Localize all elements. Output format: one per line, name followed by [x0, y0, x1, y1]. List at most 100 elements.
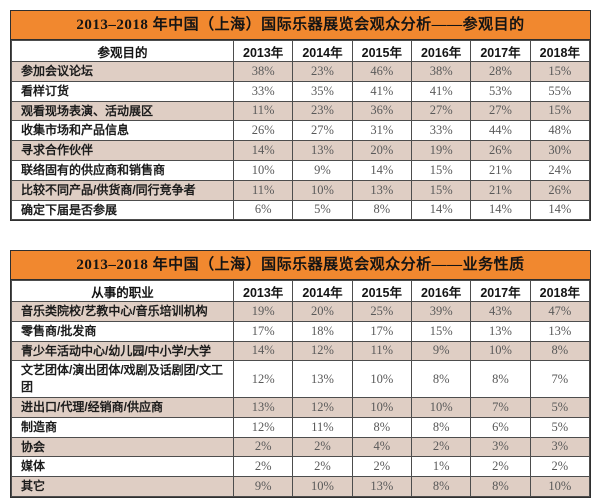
- table-row: 联络固有的供应商和销售商 10% 9% 14% 15% 21% 24%: [11, 159, 591, 181]
- value-cell: 17%: [232, 320, 294, 342]
- row-label: 零售商/批发商: [11, 320, 234, 342]
- value-cell: 3%: [470, 436, 531, 458]
- value-cell: 11%: [232, 179, 294, 201]
- row-label: 文艺团体/演出团体/戏剧及话剧团/文工团: [11, 360, 234, 398]
- value-cell: 14%: [470, 199, 531, 221]
- value-cell: 15%: [529, 100, 591, 122]
- value-cell: 8%: [351, 416, 412, 438]
- row-label: 音乐类院校/艺教中心/音乐培训机构: [11, 301, 234, 322]
- value-cell: 11%: [351, 340, 412, 362]
- value-cell: 11%: [232, 100, 294, 122]
- year-column-header: 2013年: [232, 280, 294, 302]
- value-cell: 33%: [232, 80, 294, 102]
- value-cell: 25%: [351, 301, 412, 322]
- value-cell: 48%: [529, 120, 591, 142]
- visit-purpose-table: 参观目的 2013年 2014年 2015年 2016年 2017年 2018年 参加会议…: [11, 40, 591, 221]
- value-cell: 15%: [410, 159, 472, 181]
- year-column-header: 2018年: [529, 280, 591, 302]
- value-cell: 47%: [529, 301, 591, 322]
- value-cell: 5%: [529, 416, 591, 438]
- table-body: 参加会议论坛 38% 23% 46% 38% 28% 15% 看样订货 33% 35% 41% 41%…: [11, 61, 591, 221]
- table-row: 寻求合作伙伴 14% 13% 20% 19% 26% 30%: [11, 140, 591, 161]
- row-header-visit-purpose: 参观目的: [11, 40, 234, 62]
- value-cell: 43%: [470, 301, 531, 322]
- value-cell: 13%: [232, 396, 294, 418]
- table-row: 媒体 2% 2% 2% 1% 2% 2%: [11, 456, 591, 478]
- value-cell: 6%: [470, 416, 531, 438]
- row-header-occupation: 从事的职业: [11, 280, 234, 302]
- value-cell: 13%: [351, 476, 412, 497]
- value-cell: 39%: [410, 301, 472, 322]
- year-column-header: 2014年: [292, 280, 353, 302]
- table-row: 参加会议论坛 38% 23% 46% 38% 28% 15%: [11, 61, 591, 82]
- year-column-header: 2015年: [351, 40, 412, 62]
- visit-purpose-table-card: 2013–2018 年中国（上海）国际乐器展览会观众分析——参观目的 参观目的 …: [10, 10, 591, 222]
- value-cell: 13%: [292, 360, 353, 398]
- row-label: 参加会议论坛: [11, 61, 234, 82]
- value-cell: 7%: [470, 396, 531, 418]
- value-cell: 20%: [292, 301, 353, 322]
- value-cell: 14%: [232, 340, 294, 362]
- table-row: 比较不同产品/供货商/同行竞争者 11% 10% 13% 15% 21% 26%: [11, 179, 591, 201]
- value-cell: 1%: [410, 456, 472, 478]
- row-label: 比较不同产品/供货商/同行竞争者: [11, 179, 234, 201]
- value-cell: 10%: [410, 396, 472, 418]
- value-cell: 10%: [351, 396, 412, 418]
- table-row: 协会 2% 2% 4% 2% 3% 3%: [11, 436, 591, 458]
- table-row: 其它 9% 10% 13% 8% 8% 10%: [11, 476, 591, 497]
- table-row: 观看现场表演、活动展区 11% 23% 36% 27% 27% 15%: [11, 100, 591, 122]
- value-cell: 46%: [351, 61, 412, 82]
- business-nature-table-card: 2013–2018 年中国（上海）国际乐器展览会观众分析——业务性质 从事的职业…: [10, 250, 591, 498]
- value-cell: 8%: [351, 199, 412, 221]
- value-cell: 36%: [351, 100, 412, 122]
- value-cell: 13%: [351, 179, 412, 201]
- value-cell: 15%: [410, 320, 472, 342]
- table-row: 看样订货 33% 35% 41% 41% 53% 55%: [11, 80, 591, 102]
- value-cell: 28%: [470, 61, 531, 82]
- value-cell: 13%: [529, 320, 591, 342]
- value-cell: 8%: [470, 360, 531, 398]
- row-label: 制造商: [11, 416, 234, 438]
- table-row: 音乐类院校/艺教中心/音乐培训机构 19% 20% 25% 39% 43% 47%: [11, 301, 591, 322]
- value-cell: 13%: [292, 140, 353, 161]
- table-row: 青少年活动中心/幼儿园/中小学/大学 14% 12% 11% 9% 10% 8%: [11, 340, 591, 362]
- value-cell: 13%: [470, 320, 531, 342]
- value-cell: 27%: [410, 100, 472, 122]
- year-column-header: 2018年: [529, 40, 591, 62]
- value-cell: 19%: [232, 301, 294, 322]
- value-cell: 5%: [529, 396, 591, 418]
- table-row: 确定下届是否参展 6% 5% 8% 14% 14% 14%: [11, 199, 591, 221]
- row-label: 联络固有的供应商和销售商: [11, 159, 234, 181]
- value-cell: 8%: [410, 416, 472, 438]
- value-cell: 10%: [470, 340, 531, 362]
- row-label: 观看现场表演、活动展区: [11, 100, 234, 122]
- year-column-header: 2014年: [292, 40, 353, 62]
- value-cell: 6%: [232, 199, 294, 221]
- value-cell: 24%: [529, 159, 591, 181]
- year-column-header: 2016年: [410, 280, 472, 302]
- row-label: 青少年活动中心/幼儿园/中小学/大学: [11, 340, 234, 362]
- table-row: 零售商/批发商 17% 18% 17% 15% 13% 13%: [11, 320, 591, 342]
- table-row: 制造商 12% 11% 8% 8% 6% 5%: [11, 416, 591, 438]
- table-row: 收集市场和产品信息 26% 27% 31% 33% 44% 48%: [11, 120, 591, 142]
- value-cell: 19%: [410, 140, 472, 161]
- row-label: 收集市场和产品信息: [11, 120, 234, 142]
- year-column-header: 2017年: [470, 40, 531, 62]
- value-cell: 14%: [351, 159, 412, 181]
- value-cell: 2%: [529, 456, 591, 478]
- value-cell: 26%: [470, 140, 531, 161]
- value-cell: 10%: [351, 360, 412, 398]
- value-cell: 2%: [470, 456, 531, 478]
- row-label: 确定下届是否参展: [11, 199, 234, 221]
- value-cell: 44%: [470, 120, 531, 142]
- header-row: 从事的职业 2013年 2014年 2015年 2016年 2017年 2018年: [11, 280, 591, 302]
- value-cell: 3%: [529, 436, 591, 458]
- value-cell: 27%: [470, 100, 531, 122]
- table-row: 进出口/代理/经销商/供应商 13% 12% 10% 10% 7% 5%: [11, 396, 591, 418]
- value-cell: 15%: [410, 179, 472, 201]
- value-cell: 41%: [351, 80, 412, 102]
- year-column-header: 2016年: [410, 40, 472, 62]
- value-cell: 26%: [232, 120, 294, 142]
- visit-purpose-table-title: 2013–2018 年中国（上海）国际乐器展览会观众分析——参观目的: [11, 11, 590, 40]
- value-cell: 10%: [529, 476, 591, 497]
